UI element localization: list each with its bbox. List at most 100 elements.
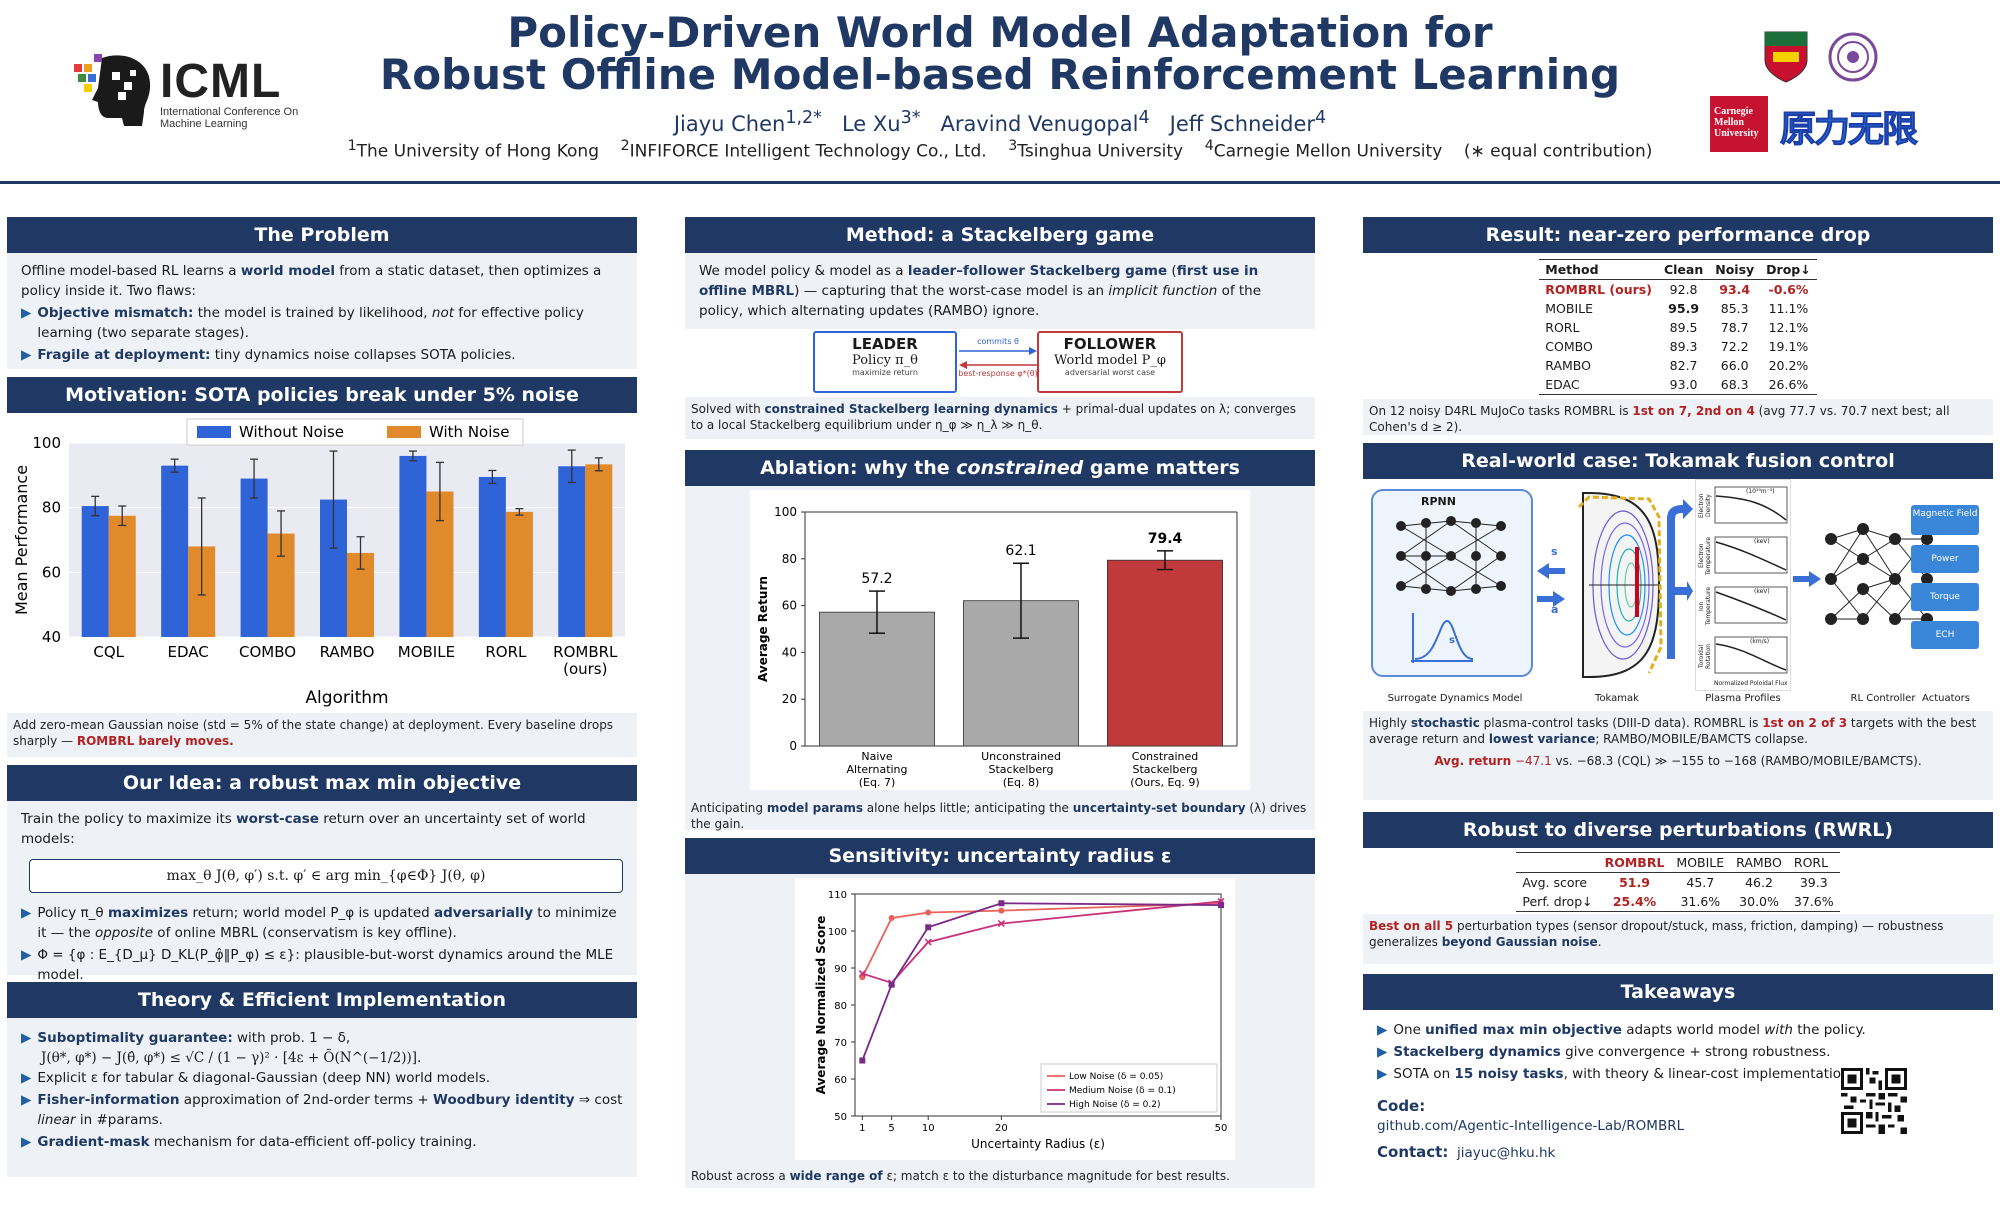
contact-email[interactable]: jiayuc@hku.hk [1456,1145,1556,1161]
x-tick-label: Constrained [1132,750,1198,763]
data-point [997,920,1005,928]
partner-logo: 原力无限 [1780,109,1919,151]
x-tick-label: EDAC [168,643,209,661]
motivation-caption: Add zero-mean Gaussian noise (std = 5% o… [13,718,614,748]
x-tick-label: Unconstrained [981,750,1061,763]
motivation-bar-chart: 40 60 80 100 CQL EDAC COMBO RAMBO MOBILE RORL ROMB… [7,413,637,713]
actuator-power: Power [1911,545,1979,573]
problem-heading: The Problem [7,217,637,253]
qr-code-icon[interactable] [1841,1068,1907,1134]
tokamak-heading: Real-world case: Tokamak fusion control [1363,443,1993,479]
bound-formula: J(θ*, φ*) − J(θ̂, φ*) ≤ √C / (1 − γ)² · … [41,1050,422,1066]
table-row: COMBO 89.3 72.2 19.1% [1545,339,1809,354]
x-tick-label: (ours) [563,660,607,678]
label-rl-controller: RL Controller [1850,693,1916,704]
profile-unit-rot: (km/s) [1750,638,1770,645]
method-section: Method: a Stackelberg game We model poli… [685,217,1315,439]
y-axis-label: Average Normalized Score [814,916,828,1095]
profile-label-te: Electron Temperature [1698,537,1712,576]
rwrl-section: Robust to diverse perturbations (RWRL) R… [1363,812,1993,964]
profile-curve-rot [1714,636,1788,674]
author-4-mark: 4 [1315,108,1327,128]
ablation-heading: Ablation: why the constrained game matte… [685,450,1315,486]
legend-label: Medium Noise (δ = 0.1) [1069,1086,1176,1096]
rwrl-col-blank [1516,852,1599,873]
takeaways-heading: Takeaways [1363,974,1993,1010]
x-tick-label: RORL [485,643,527,661]
profile-rotation: Toroidal Rotation (km/s) [1698,636,1790,680]
tokamak-section: Real-world case: Tokamak fusion control … [1363,443,1993,800]
profile-label-ti: Ion Temperature [1698,587,1712,626]
affil-2: INFIFORCE Intelligent Technology Co., Lt… [629,141,987,162]
method-heading: Method: a Stackelberg game [685,217,1315,253]
x-tick-label: 10 [922,1123,935,1134]
y-tick-label: 70 [834,1038,847,1049]
affil-3: Tsinghua University [1017,141,1184,162]
problem-intro: Offline model-based RL learns a world mo… [21,263,602,299]
rwrl-heading: Robust to diverse perturbations (RWRL) [1363,812,1993,848]
y-tick-label: 80 [782,552,797,566]
y-tick-label: 80 [834,1001,847,1012]
motivation-heading: Motivation: SOTA policies break under 5%… [7,377,637,413]
y-tick-label: 0 [789,739,797,753]
theory-bullet-1: ▶ Suboptimality guarantee: with prob. 1 −… [21,1030,351,1046]
affiliations: 1The University of Hong Kong 2INFIFORCE … [300,138,1700,162]
icml-head-icon [74,54,151,127]
legend-label: Low Noise (δ = 0.05) [1069,1072,1163,1082]
poster-title: Policy-Driven World Model Adaptation for… [300,12,1700,96]
contact-line: Contact: jiayuc@hku.hk [1377,1142,1979,1163]
author-4: Jeff Schneider [1169,112,1316,136]
bar [1106,559,1223,747]
commit-label: commits θ [977,337,1019,346]
tokamak-to-profiles-arrow-icon [1667,499,1693,659]
y-tick-label: 100 [774,505,797,519]
rwrl-col-rorl: RORL [1787,852,1840,873]
label-surrogate: Surrogate Dynamics Model [1387,693,1523,704]
legend-label: Without Noise [239,423,344,441]
profile-curve-ne [1714,486,1788,524]
value-label: 79.4 [1148,531,1183,547]
legend-box [186,418,524,446]
x-tick-label: 20 [995,1123,1008,1134]
author-3: Aravind Venugopal [940,112,1139,136]
tokamak-cross-section-icon [1577,492,1663,678]
y-tick-label: 60 [782,599,797,613]
sensitivity-line-chart: 50 60 70 80 90 100 110 1 5 10 20 50 Uncertainty Radi… [795,878,1235,1160]
title-line-2: Robust Offline Model-based Reinforcement… [379,50,1621,99]
sprime-label: s′ [1449,635,1458,646]
chart-background [795,878,1235,1160]
takeaways-section: Takeaways ▶ One unified max min objective… [1363,974,1993,1178]
problem-bullet-1: ▶ Objective mismatch: the model is traine… [21,305,584,341]
profile-unit-te: (keV) [1754,538,1770,545]
label-actuators: Actuators [1922,693,1970,704]
y-axis-label: Average Return [756,576,770,682]
x-axis-label: Uncertainty Radius (ε) [971,1137,1105,1151]
rpnn-label: RPNN [1421,495,1456,508]
idea-intro: Train the policy to maximize its worst-c… [21,811,586,847]
y-tick-label: 60 [834,1075,847,1086]
x-tick-label: COMBO [239,643,296,661]
result-col-drop: Drop↓ [1760,259,1817,280]
commit-arrows-icon [959,347,1037,369]
profile-unit-ti: (keV) [1754,588,1770,595]
sensitivity-heading: Sensitivity: uncertainty radius ε [685,838,1315,874]
result-heading: Result: near-zero performance drop [1363,217,1993,253]
title-line-1: Policy-Driven World Model Adaptation for [507,8,1493,57]
motivation-section: Motivation: SOTA policies break under 5%… [7,377,637,757]
result-section: Result: near-zero performance drop Metho… [1363,217,1993,435]
table-row: RAMBO 82.7 66.0 20.2% [1545,358,1809,373]
x-tick-label: 1 [859,1123,865,1134]
affil-2-mark: 2 [620,138,630,154]
affil-4-mark: 4 [1204,138,1214,154]
icml-wordmark: ICML [160,55,282,108]
s-label: s [1551,545,1558,558]
y-tick-label: 100 [32,434,61,452]
a-label: a [1551,603,1559,616]
x-tick-label: MOBILE [398,643,455,661]
data-point [1218,902,1224,909]
table-row: EDAC 93.0 68.3 26.6% [1539,375,1817,395]
best-response-label: best-response φ*(θ) [958,369,1038,378]
affil-1: The University of Hong Kong [356,141,600,162]
x-tick-label: Stackelberg [989,763,1054,776]
code-link[interactable]: github.com/Agentic-Intelligence-Lab/ROMB… [1377,1118,1685,1134]
